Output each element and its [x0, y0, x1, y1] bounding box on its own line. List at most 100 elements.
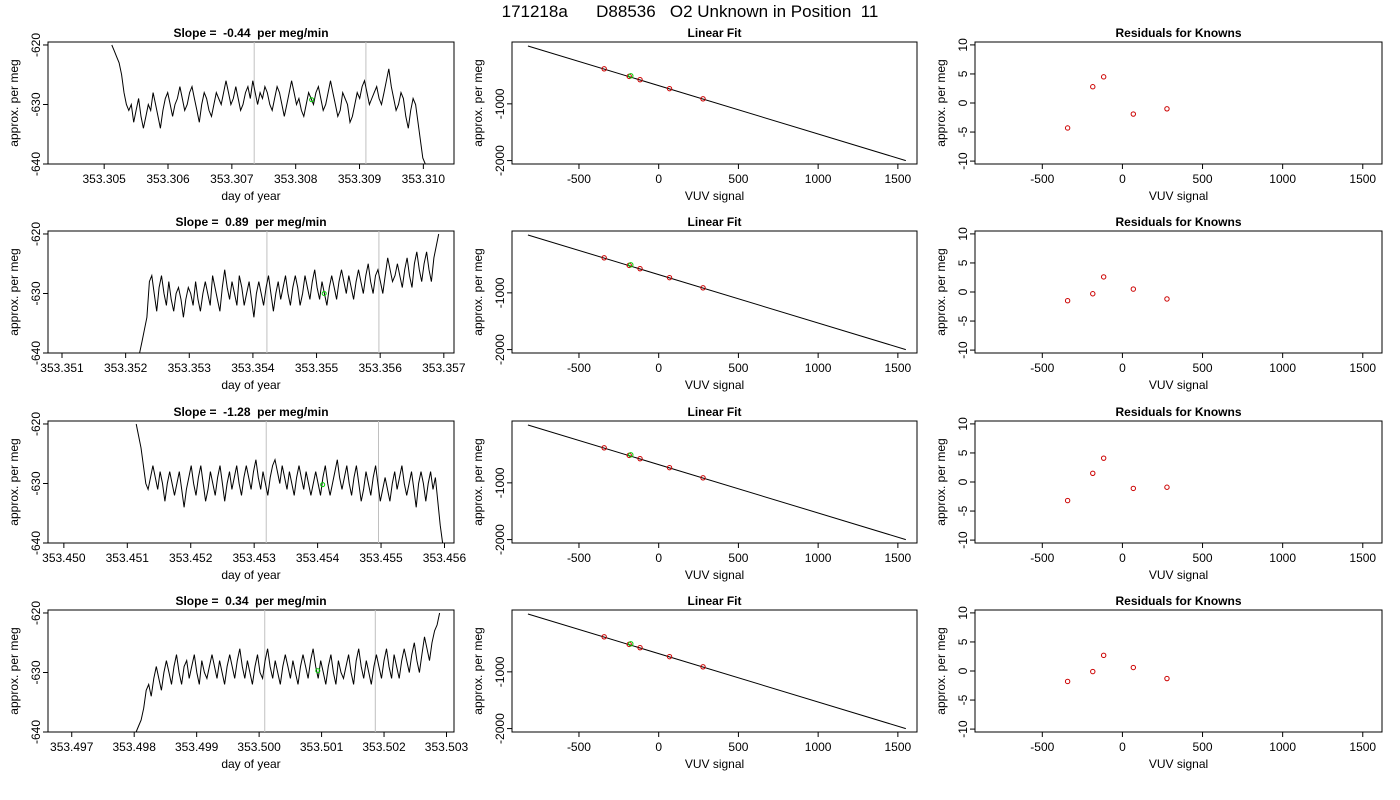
known-point	[1064, 497, 1071, 504]
y-tick-label: 0	[956, 288, 970, 295]
x-tick-label: 0	[1119, 172, 1126, 186]
y-tick-label: -620	[29, 33, 43, 57]
known-point	[700, 664, 706, 670]
residuals-panel-1: Residuals for Knowns -500 0 500 1000 1500 -10 -…	[934, 26, 1383, 203]
x-tick-label: 1000	[1269, 551, 1296, 565]
known-point	[1164, 484, 1170, 490]
x-axis-label: VUV signal	[1149, 568, 1208, 582]
plot-frame	[47, 230, 455, 354]
y-tick-label: -640	[29, 152, 43, 176]
plot-frame	[511, 609, 918, 733]
unknown-point	[628, 641, 634, 647]
x-axis-label: day of year	[221, 757, 280, 771]
x-tick-label: 500	[1193, 551, 1213, 565]
plot-frame	[511, 230, 918, 354]
known-point	[1100, 74, 1107, 80]
unknown-point	[628, 73, 634, 79]
unknown-point	[315, 668, 321, 674]
y-tick-label: 10	[956, 417, 970, 431]
known-point	[666, 85, 673, 92]
unknown-point	[628, 452, 634, 458]
x-axis-label: VUV signal	[1149, 378, 1208, 392]
x-tick-label: 353.503	[425, 740, 469, 754]
plot-frame	[974, 609, 1383, 733]
plot-frame	[47, 609, 455, 733]
known-point	[1100, 274, 1107, 280]
x-tick-label: 1000	[1269, 172, 1296, 186]
plot-marks	[135, 610, 441, 732]
x-tick-label: 353.502	[362, 740, 406, 754]
signal-trace-line	[135, 423, 444, 543]
x-tick-label: 1000	[1269, 740, 1296, 754]
x-tick-label: -500	[1030, 172, 1054, 186]
y-axis-label: approx. per meg	[934, 59, 948, 146]
y-tick-label: -5	[956, 126, 970, 137]
x-tick-label: 1000	[805, 740, 832, 754]
x-axis-label: day of year	[221, 189, 280, 203]
unknown-point	[321, 290, 327, 296]
y-tick-label: -10	[956, 341, 970, 359]
x-tick-label: -500	[1030, 740, 1054, 754]
x-tick-label: 353.357	[422, 361, 466, 375]
panel-title: Residuals for Knowns	[1115, 405, 1241, 419]
plot-marks	[139, 231, 440, 353]
x-tick-label: 1500	[885, 551, 912, 565]
x-tick-label: 353.309	[338, 172, 382, 186]
x-tick-label: 353.500	[237, 740, 281, 754]
x-tick-label: 353.499	[175, 740, 219, 754]
x-tick-label: 500	[728, 172, 748, 186]
x-tick-label: 0	[1119, 551, 1126, 565]
known-point	[1064, 678, 1071, 685]
y-tick-label: 10	[956, 606, 970, 620]
y-axis-label: approx. per meg	[471, 438, 485, 525]
panel-title: Linear Fit	[687, 594, 741, 608]
y-tick-label: -620	[29, 222, 43, 246]
plot-marks	[1064, 652, 1170, 685]
plot-frame	[47, 420, 455, 544]
x-tick-label: 353.310	[402, 172, 446, 186]
y-tick-label: -10	[956, 720, 970, 738]
x-tick-label: 353.356	[358, 361, 402, 375]
panel-title: Residuals for Knowns	[1115, 594, 1241, 608]
y-axis-label: approx. per meg	[934, 248, 948, 335]
y-tick-label: 5	[956, 638, 970, 645]
x-axis-label: day of year	[221, 378, 280, 392]
y-axis-label: approx. per meg	[934, 438, 948, 525]
x-tick-label: 353.307	[210, 172, 254, 186]
plot-marks	[527, 613, 906, 730]
known-point	[601, 66, 607, 72]
plot-marks	[1064, 274, 1170, 304]
plot-marks	[1064, 455, 1170, 504]
linear_fit-panel-4: Linear Fit -500 0 500 1000 1500 -2000 -1000 VUV …	[471, 594, 918, 771]
signal-trace-line	[111, 44, 426, 164]
known-point	[1100, 652, 1107, 659]
x-tick-label: 500	[728, 551, 748, 565]
y-tick-label: -630	[29, 660, 43, 684]
known-point	[700, 285, 706, 291]
known-point	[1090, 84, 1096, 90]
x-tick-label: 1000	[1269, 361, 1296, 375]
known-point	[601, 445, 607, 451]
linear_fit-panel-2: Linear Fit -500 0 500 1000 1500 -2000 -1000 VUV …	[471, 215, 918, 392]
timeseries-panel-1: Slope = -0.44 per meg/min 353.305 353.306 3…	[7, 26, 455, 203]
known-point	[1130, 664, 1137, 671]
known-point	[637, 76, 643, 83]
residuals-panel-4: Residuals for Knowns -500 0 500 1000 1500 -10 -…	[934, 594, 1383, 771]
y-tick-label: -630	[29, 92, 43, 116]
known-point	[1064, 298, 1071, 304]
x-tick-label: 0	[1119, 361, 1126, 375]
x-tick-label: 353.353	[168, 361, 212, 375]
known-point	[1090, 470, 1096, 476]
y-tick-label: 5	[956, 449, 970, 456]
panel-title: Slope = -1.28 per meg/min	[173, 405, 328, 419]
plot-marks	[527, 424, 906, 541]
y-tick-label: -1000	[493, 656, 507, 687]
x-axis-label: VUV signal	[685, 189, 744, 203]
x-tick-label: 0	[1119, 740, 1126, 754]
y-tick-label: -630	[29, 471, 43, 495]
y-tick-label: -640	[29, 720, 43, 744]
x-tick-label: 353.501	[300, 740, 344, 754]
known-point	[1090, 668, 1096, 675]
x-tick-label: 500	[728, 361, 748, 375]
